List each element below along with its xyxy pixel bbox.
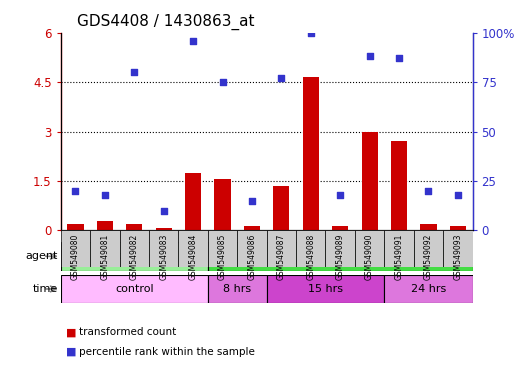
Text: GSM549085: GSM549085 [218, 233, 227, 280]
Point [218, 79, 227, 85]
FancyBboxPatch shape [208, 230, 237, 267]
Text: GSM549091: GSM549091 [394, 233, 403, 280]
FancyBboxPatch shape [384, 275, 473, 303]
Bar [126, 224, 143, 230]
FancyBboxPatch shape [149, 230, 178, 267]
FancyBboxPatch shape [325, 230, 355, 267]
Text: GSM549087: GSM549087 [277, 233, 286, 280]
Point [159, 207, 168, 214]
Point [336, 192, 344, 198]
Bar [274, 186, 289, 230]
Text: control: control [115, 251, 154, 262]
Point [101, 192, 109, 198]
Bar [214, 179, 231, 230]
Text: GSM549084: GSM549084 [188, 233, 197, 280]
Text: GSM549089: GSM549089 [336, 233, 345, 280]
Text: GSM549082: GSM549082 [130, 233, 139, 280]
FancyBboxPatch shape [443, 230, 473, 267]
Text: ■: ■ [66, 347, 77, 357]
Text: percentile rank within the sample: percentile rank within the sample [79, 347, 255, 357]
FancyBboxPatch shape [355, 230, 384, 267]
FancyBboxPatch shape [178, 230, 208, 267]
FancyBboxPatch shape [119, 230, 149, 267]
FancyBboxPatch shape [384, 230, 414, 267]
Point [248, 198, 256, 204]
Point [130, 69, 138, 75]
FancyBboxPatch shape [414, 230, 443, 267]
FancyBboxPatch shape [61, 275, 208, 303]
FancyBboxPatch shape [90, 230, 119, 267]
Point [71, 188, 80, 194]
Bar [68, 224, 83, 230]
Bar [362, 131, 378, 230]
FancyBboxPatch shape [267, 230, 296, 267]
Text: GSM549090: GSM549090 [365, 233, 374, 280]
Text: GSM549083: GSM549083 [159, 233, 168, 280]
Point [424, 188, 432, 194]
Text: GSM549093: GSM549093 [454, 233, 463, 280]
Point [189, 38, 197, 44]
Point [395, 55, 403, 61]
FancyBboxPatch shape [237, 230, 267, 267]
Text: 8 hrs: 8 hrs [223, 284, 251, 294]
Text: GSM549086: GSM549086 [248, 233, 257, 280]
Bar [450, 227, 466, 230]
Text: GSM549081: GSM549081 [100, 233, 109, 280]
Point [454, 192, 462, 198]
Text: DETA-NONOate: DETA-NONOate [298, 251, 383, 262]
Bar [303, 77, 319, 230]
Text: GDS4408 / 1430863_at: GDS4408 / 1430863_at [77, 14, 254, 30]
FancyBboxPatch shape [61, 230, 90, 267]
Bar [185, 173, 201, 230]
Text: agent: agent [26, 251, 58, 262]
Text: control: control [115, 284, 154, 294]
Text: 15 hrs: 15 hrs [308, 284, 343, 294]
Text: GSM549080: GSM549080 [71, 233, 80, 280]
Bar [244, 227, 260, 230]
Point [365, 53, 374, 60]
Text: 24 hrs: 24 hrs [411, 284, 446, 294]
Bar [156, 228, 172, 230]
Bar [332, 227, 348, 230]
Text: transformed count: transformed count [79, 327, 176, 337]
FancyBboxPatch shape [61, 242, 208, 271]
Text: ■: ■ [66, 327, 77, 337]
Point [307, 30, 315, 36]
Bar [391, 141, 407, 230]
FancyBboxPatch shape [208, 275, 267, 303]
FancyBboxPatch shape [208, 242, 473, 271]
FancyBboxPatch shape [267, 275, 384, 303]
Bar [97, 220, 113, 230]
FancyBboxPatch shape [296, 230, 325, 267]
Text: GSM549088: GSM549088 [306, 233, 315, 280]
Text: GSM549092: GSM549092 [424, 233, 433, 280]
Bar [420, 225, 437, 230]
Text: time: time [33, 284, 58, 294]
Point [277, 75, 286, 81]
